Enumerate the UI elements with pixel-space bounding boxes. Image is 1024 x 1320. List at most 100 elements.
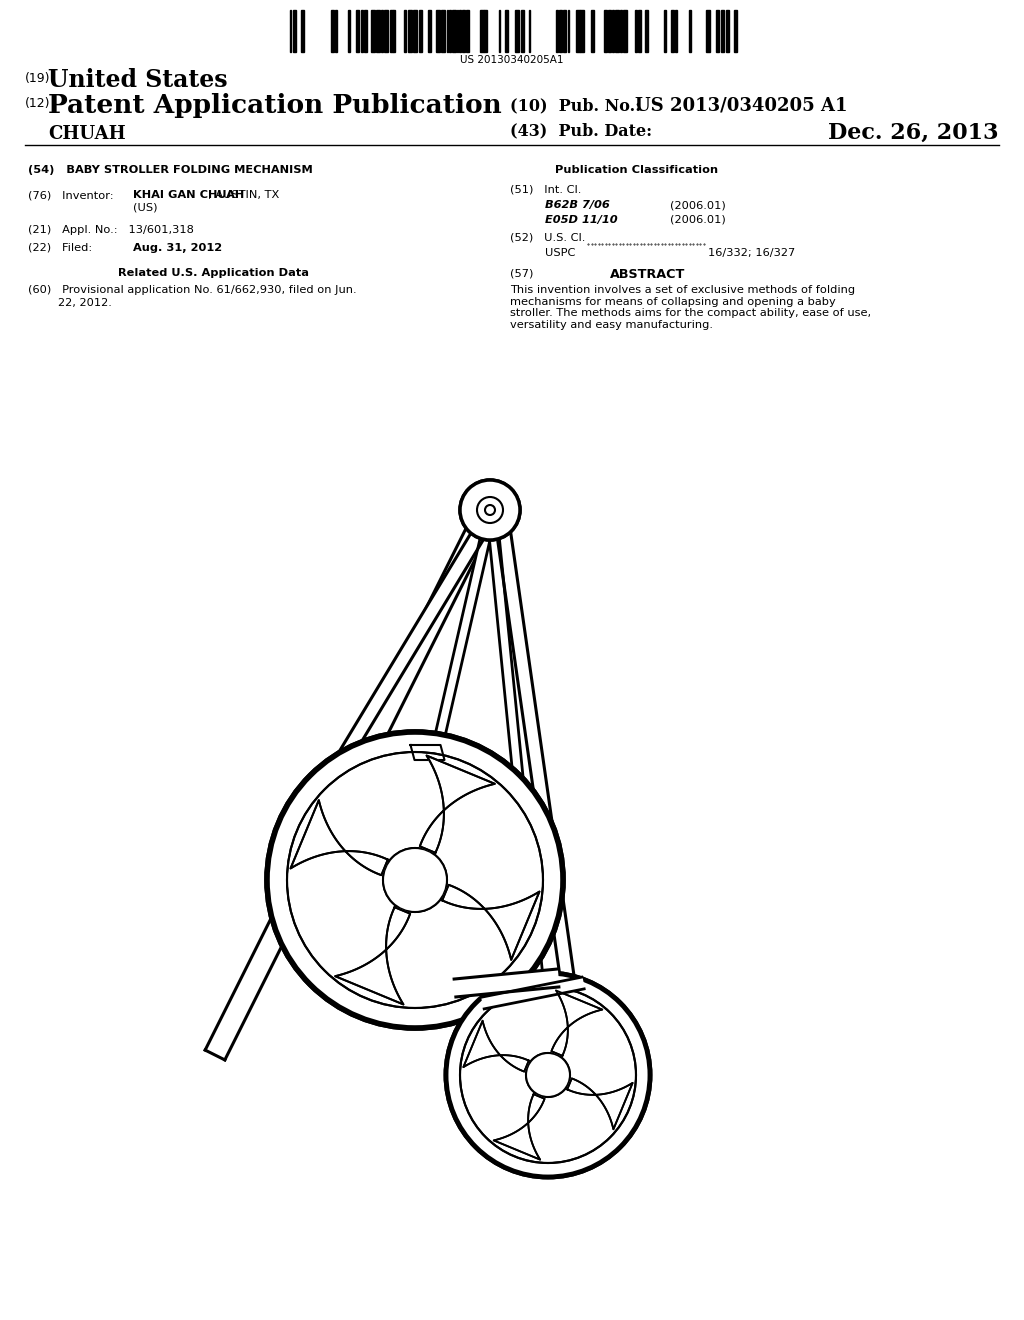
Text: Patent Application Publication: Patent Application Publication [48,92,502,117]
Text: (51)   Int. Cl.: (51) Int. Cl. [510,185,582,195]
Polygon shape [482,977,584,1008]
Bar [664,11,666,51]
Bar [568,11,569,51]
Bar [559,11,561,51]
Bar [393,11,395,51]
Circle shape [383,847,447,912]
Bar [419,11,422,51]
Bar [607,11,610,51]
Bar [436,11,439,51]
Polygon shape [567,1078,633,1130]
Bar [707,11,710,51]
Bar [624,11,627,51]
Bar [671,11,675,51]
Bar [365,11,367,51]
Circle shape [526,1053,570,1097]
Bar [563,11,566,51]
Bar [293,11,296,51]
Bar [301,11,304,51]
Bar [675,11,677,51]
Bar [506,11,508,51]
Bar [689,11,691,51]
Text: (12): (12) [25,96,50,110]
Bar [336,11,337,51]
Bar [462,11,465,51]
Bar [459,11,461,51]
Text: United States: United States [48,69,227,92]
Text: (76)   Inventor:: (76) Inventor: [28,190,125,201]
Bar [331,11,334,51]
Polygon shape [291,800,388,875]
Circle shape [267,733,563,1028]
Polygon shape [335,907,411,1005]
Bar [348,11,350,51]
Circle shape [383,847,447,912]
Text: (22)   Filed:: (22) Filed: [28,243,128,253]
Polygon shape [205,510,495,1060]
Bar [453,11,456,51]
Text: , AUSTIN, TX: , AUSTIN, TX [208,190,280,201]
Text: ABSTRACT: ABSTRACT [610,268,685,281]
Circle shape [526,1053,570,1097]
Bar [404,11,407,51]
Text: USPC: USPC [545,248,575,257]
Bar [390,11,392,51]
Polygon shape [454,969,559,997]
Bar [446,11,447,51]
Text: (10)  Pub. No.:: (10) Pub. No.: [510,96,641,114]
Text: (2006.01): (2006.01) [670,215,726,224]
Text: CHUAH: CHUAH [48,125,126,143]
Text: (19): (19) [25,73,50,84]
Text: Dec. 26, 2013: Dec. 26, 2013 [827,121,998,144]
Bar [361,11,364,51]
Text: Related U.S. Application Data: Related U.S. Application Data [118,268,309,279]
Text: US 2013/0340205 A1: US 2013/0340205 A1 [635,96,848,115]
Text: US 20130340205A1: US 20130340205A1 [460,55,564,65]
Bar [716,11,719,51]
Polygon shape [464,1020,528,1072]
Circle shape [446,973,650,1177]
Bar [556,11,558,51]
Text: KHAI GAN CHUAH: KHAI GAN CHUAH [133,190,245,201]
Bar [377,11,380,51]
Polygon shape [420,755,495,853]
Polygon shape [411,744,444,760]
Text: (60)   Provisional application No. 61/662,930, filed on Jun.: (60) Provisional application No. 61/662,… [28,285,356,294]
Polygon shape [551,990,602,1056]
Bar [499,11,500,51]
Polygon shape [291,800,388,875]
Bar [726,11,729,51]
Polygon shape [464,1020,528,1072]
Polygon shape [497,535,574,983]
Bar [638,11,641,51]
Text: E05D 11/10: E05D 11/10 [545,215,617,224]
Text: Aug. 31, 2012: Aug. 31, 2012 [133,243,222,253]
Bar [384,11,388,51]
Text: B62B 7/06: B62B 7/06 [545,201,609,210]
Bar [581,11,585,51]
Text: (2006.01): (2006.01) [670,201,726,210]
Text: Publication Classification: Publication Classification [555,165,718,176]
Bar [480,11,483,51]
Circle shape [446,973,650,1177]
Polygon shape [494,1094,545,1160]
Text: (57): (57) [510,268,534,279]
Bar [528,11,530,51]
Bar [466,11,469,51]
Circle shape [267,733,563,1028]
Bar [450,11,451,51]
Polygon shape [395,533,490,911]
Polygon shape [489,535,543,978]
Bar [734,11,737,51]
Text: 22, 2012.: 22, 2012. [58,298,112,308]
Bar [612,11,614,51]
Bar [381,11,383,51]
Polygon shape [442,884,540,960]
Bar [414,11,417,51]
Polygon shape [567,1078,633,1130]
Bar [484,11,487,51]
Text: 16/332; 16/327: 16/332; 16/327 [708,248,796,257]
Circle shape [460,480,520,540]
Bar [515,11,518,51]
Bar [604,11,607,51]
